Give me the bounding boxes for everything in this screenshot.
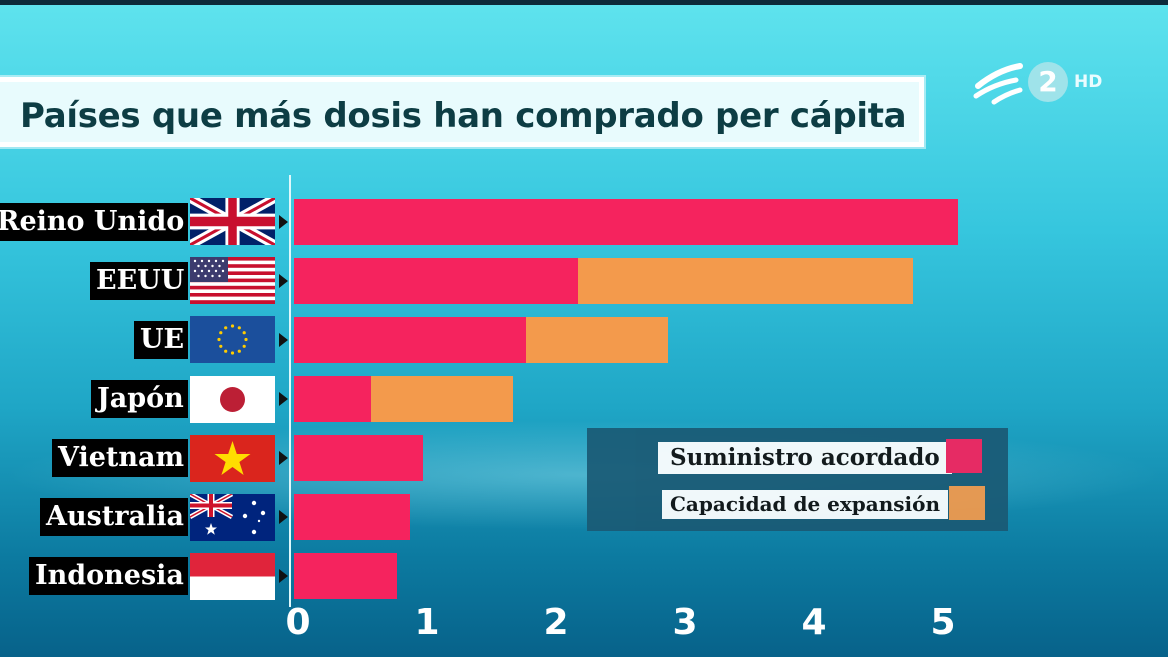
legend: Suministro acordado Capacidad de expansi… bbox=[587, 428, 1008, 531]
legend-swatch-suministro bbox=[946, 439, 982, 473]
channel-logo: 2 HD bbox=[972, 60, 1112, 110]
uk-flag bbox=[190, 198, 275, 245]
bar-suministro bbox=[294, 317, 527, 363]
eitb-swoosh-icon bbox=[973, 63, 1023, 105]
japan-flag bbox=[190, 376, 275, 423]
bar-expansion bbox=[526, 317, 669, 363]
row-pointer-icon bbox=[279, 274, 288, 288]
bar-expansion bbox=[577, 258, 914, 304]
x-tick-label: 3 bbox=[672, 602, 698, 643]
category-label: EEUU bbox=[90, 262, 189, 300]
bar-suministro bbox=[294, 553, 398, 599]
legend-label-expansion: Capacidad de expansión bbox=[662, 490, 949, 519]
row-pointer-icon bbox=[279, 392, 288, 406]
row-pointer-icon bbox=[279, 510, 288, 524]
indonesia-flag bbox=[190, 553, 275, 600]
x-tick-label: 0 bbox=[285, 602, 311, 643]
bar-suministro bbox=[294, 258, 578, 304]
category-label: Japón bbox=[91, 380, 188, 418]
bar-suministro bbox=[294, 376, 372, 422]
vietnam-flag bbox=[190, 435, 275, 482]
legend-label-suministro: Suministro acordado bbox=[658, 442, 952, 474]
channel-number: 2 bbox=[1028, 62, 1068, 102]
row-pointer-icon bbox=[279, 333, 288, 347]
x-tick-label: 5 bbox=[930, 602, 956, 643]
x-tick-label: 1 bbox=[414, 602, 440, 643]
bar-suministro bbox=[294, 494, 411, 540]
row-pointer-icon bbox=[279, 215, 288, 229]
category-label: UE bbox=[134, 321, 189, 359]
bar-suministro bbox=[294, 199, 959, 245]
row-pointer-icon bbox=[279, 569, 288, 583]
bar-expansion bbox=[371, 376, 514, 422]
bar-suministro bbox=[294, 435, 423, 481]
hd-badge: HD bbox=[1074, 72, 1103, 92]
x-tick-label: 2 bbox=[543, 602, 569, 643]
row-pointer-icon bbox=[279, 451, 288, 465]
australia-flag bbox=[190, 494, 275, 541]
category-label: Vietnam bbox=[52, 439, 189, 477]
title-box bbox=[0, 77, 924, 147]
chart-title: Países que más dosis han comprado per cá… bbox=[20, 96, 907, 136]
category-label: Reino Unido bbox=[0, 203, 189, 241]
x-tick-label: 4 bbox=[801, 602, 827, 643]
top-border bbox=[0, 0, 1168, 5]
category-label: Indonesia bbox=[29, 557, 188, 595]
eu-flag bbox=[190, 316, 275, 363]
category-label: Australia bbox=[40, 498, 188, 536]
legend-swatch-expansion bbox=[949, 486, 985, 520]
y-axis-line bbox=[289, 175, 291, 607]
usa-flag bbox=[190, 257, 275, 304]
